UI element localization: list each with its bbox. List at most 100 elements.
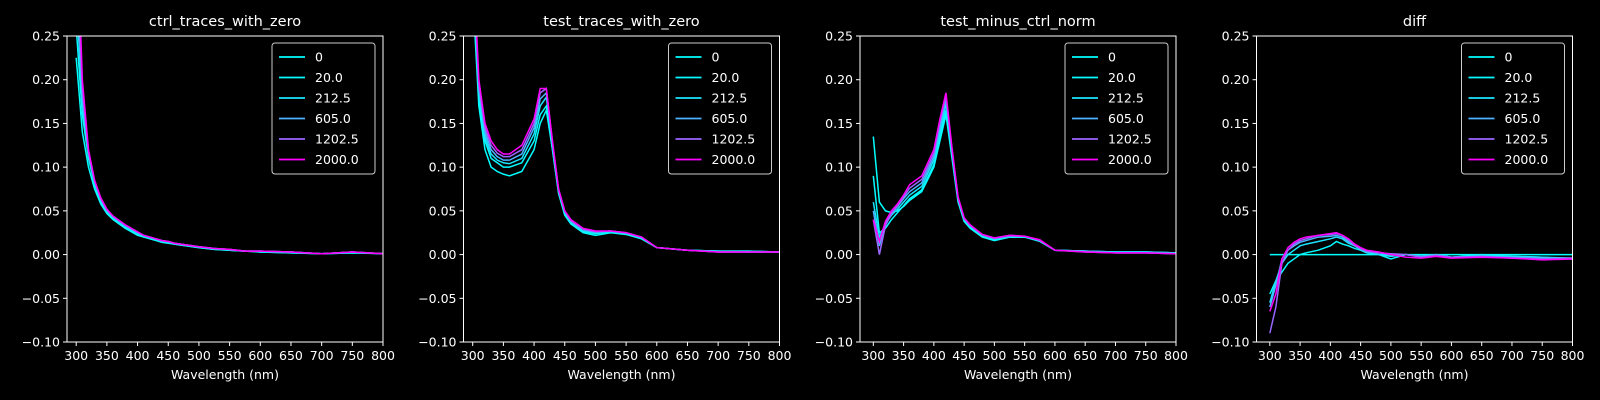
x-axis-label: Wavelength (nm): [568, 367, 676, 382]
x-axis-label: Wavelength (nm): [1361, 367, 1469, 382]
y-tick-label: 0.05: [429, 203, 457, 218]
x-tick-label: 400: [1318, 348, 1342, 363]
line-series: [872, 92, 1176, 255]
x-tick-label: 550: [1409, 348, 1433, 363]
legend-label: 20.0: [315, 70, 343, 85]
legend-label: 212.5: [1505, 91, 1541, 106]
x-tick-label: 600: [248, 348, 272, 363]
x-tick-label: 700: [706, 348, 730, 363]
legend-box: [1064, 42, 1169, 175]
legend-label: 2000.0: [1505, 152, 1549, 167]
y-tick-label: −0.05: [22, 291, 60, 306]
x-tick-label: 350: [1288, 348, 1312, 363]
x-tick-label: 500: [187, 348, 211, 363]
subplot: test_minus_ctrl_norm Wavelength (nm) −0.10…: [815, 14, 1188, 382]
line-series: [1269, 232, 1573, 334]
y-tick-label: −0.10: [418, 335, 456, 350]
x-tick-label: 350: [95, 348, 119, 363]
axes-frame: [1256, 35, 1573, 343]
x-tick-label: 800: [1164, 348, 1188, 363]
legend-box: [1461, 42, 1565, 175]
y-tick-label: 0.00: [1222, 247, 1250, 262]
y-tick-label: 0.10: [1222, 160, 1250, 175]
y-tick-label: 0.25: [429, 29, 457, 44]
subplot-title: diff: [1403, 14, 1427, 30]
x-tick-label: 500: [583, 348, 607, 363]
legend-label: 1202.5: [1505, 132, 1549, 147]
x-tick-label: 400: [126, 348, 150, 363]
x-tick-label: 450: [952, 348, 976, 363]
x-tick-label: 550: [614, 348, 638, 363]
x-tick-label: 800: [1561, 348, 1585, 363]
y-tick-label: 0.25: [1222, 29, 1250, 44]
legend-label: 1202.5: [1108, 132, 1152, 147]
line-series: [1269, 234, 1573, 308]
y-tick-label: 0.15: [32, 116, 60, 131]
y-tick-label: −0.10: [22, 335, 60, 350]
x-tick-label: 700: [310, 348, 334, 363]
legend-label: 0: [1108, 50, 1116, 65]
y-tick-label: 0.00: [825, 247, 853, 262]
x-tick-label: 500: [982, 348, 1006, 363]
x-tick-label: 550: [218, 348, 242, 363]
legend-label: 2000.0: [712, 152, 756, 167]
x-tick-label: 300: [861, 348, 885, 363]
legend-label: 605.0: [315, 111, 351, 126]
subplot-title: ctrl_traces_with_zero: [149, 14, 301, 30]
legend-label: 212.5: [712, 91, 748, 106]
x-tick-label: 400: [522, 348, 546, 363]
legend-label: 605.0: [1108, 111, 1144, 126]
y-tick-label: 0.00: [32, 247, 60, 262]
axes-frame: [463, 35, 780, 343]
line-series: [1269, 231, 1573, 312]
y-tick-label: 0.05: [1222, 203, 1250, 218]
x-tick-label: 300: [64, 348, 88, 363]
legend-label: 212.5: [1108, 91, 1144, 106]
x-tick-label: 650: [279, 348, 303, 363]
legend-label: 20.0: [1505, 70, 1533, 85]
x-tick-label: 800: [371, 348, 395, 363]
y-tick-label: −0.10: [1211, 335, 1249, 350]
y-tick-label: 0.25: [32, 29, 60, 44]
y-tick-label: 0.05: [32, 203, 60, 218]
x-tick-label: 750: [1530, 348, 1554, 363]
axes-frame: [66, 35, 384, 343]
subplot-title: test_minus_ctrl_norm: [940, 14, 1095, 30]
legend-label: 2000.0: [315, 152, 359, 167]
y-tick-label: −0.05: [1211, 291, 1249, 306]
x-tick-label: 750: [1134, 348, 1158, 363]
line-series: [1269, 236, 1573, 303]
x-tick-label: 350: [491, 348, 515, 363]
y-tick-label: 0.15: [1222, 116, 1250, 131]
legend-label: 212.5: [315, 91, 351, 106]
x-tick-label: 300: [461, 348, 485, 363]
legend-label: 1202.5: [315, 132, 359, 147]
y-tick-label: 0.25: [825, 29, 853, 44]
y-tick-label: 0.20: [825, 72, 853, 87]
x-tick-label: 450: [156, 348, 180, 363]
line-series: [1269, 240, 1573, 295]
x-tick-label: 550: [1013, 348, 1037, 363]
y-tick-label: 0.20: [429, 72, 457, 87]
x-axis-label: Wavelength (nm): [964, 367, 1072, 382]
y-tick-label: 0.20: [1222, 72, 1250, 87]
x-tick-label: 700: [1500, 348, 1524, 363]
legend-label: 2000.0: [1108, 152, 1152, 167]
legend-label: 605.0: [1505, 111, 1541, 126]
subplot: test_traces_with_zero Wavelength (nm) −0.1…: [418, 14, 792, 382]
x-tick-label: 500: [1379, 348, 1403, 363]
x-tick-label: 800: [768, 348, 792, 363]
legend-label: 0: [712, 50, 720, 65]
y-tick-label: 0.15: [429, 116, 457, 131]
x-tick-label: 750: [737, 348, 761, 363]
x-tick-label: 600: [1043, 348, 1067, 363]
y-tick-label: 0.10: [825, 160, 853, 175]
y-tick-label: 0.10: [32, 160, 60, 175]
line-series: [476, 36, 780, 253]
legend-label: 0: [1505, 50, 1513, 65]
legend-label: 0: [315, 50, 323, 65]
legend-label: 1202.5: [712, 132, 756, 147]
line-series: [80, 36, 383, 255]
legend-box: [271, 42, 376, 175]
